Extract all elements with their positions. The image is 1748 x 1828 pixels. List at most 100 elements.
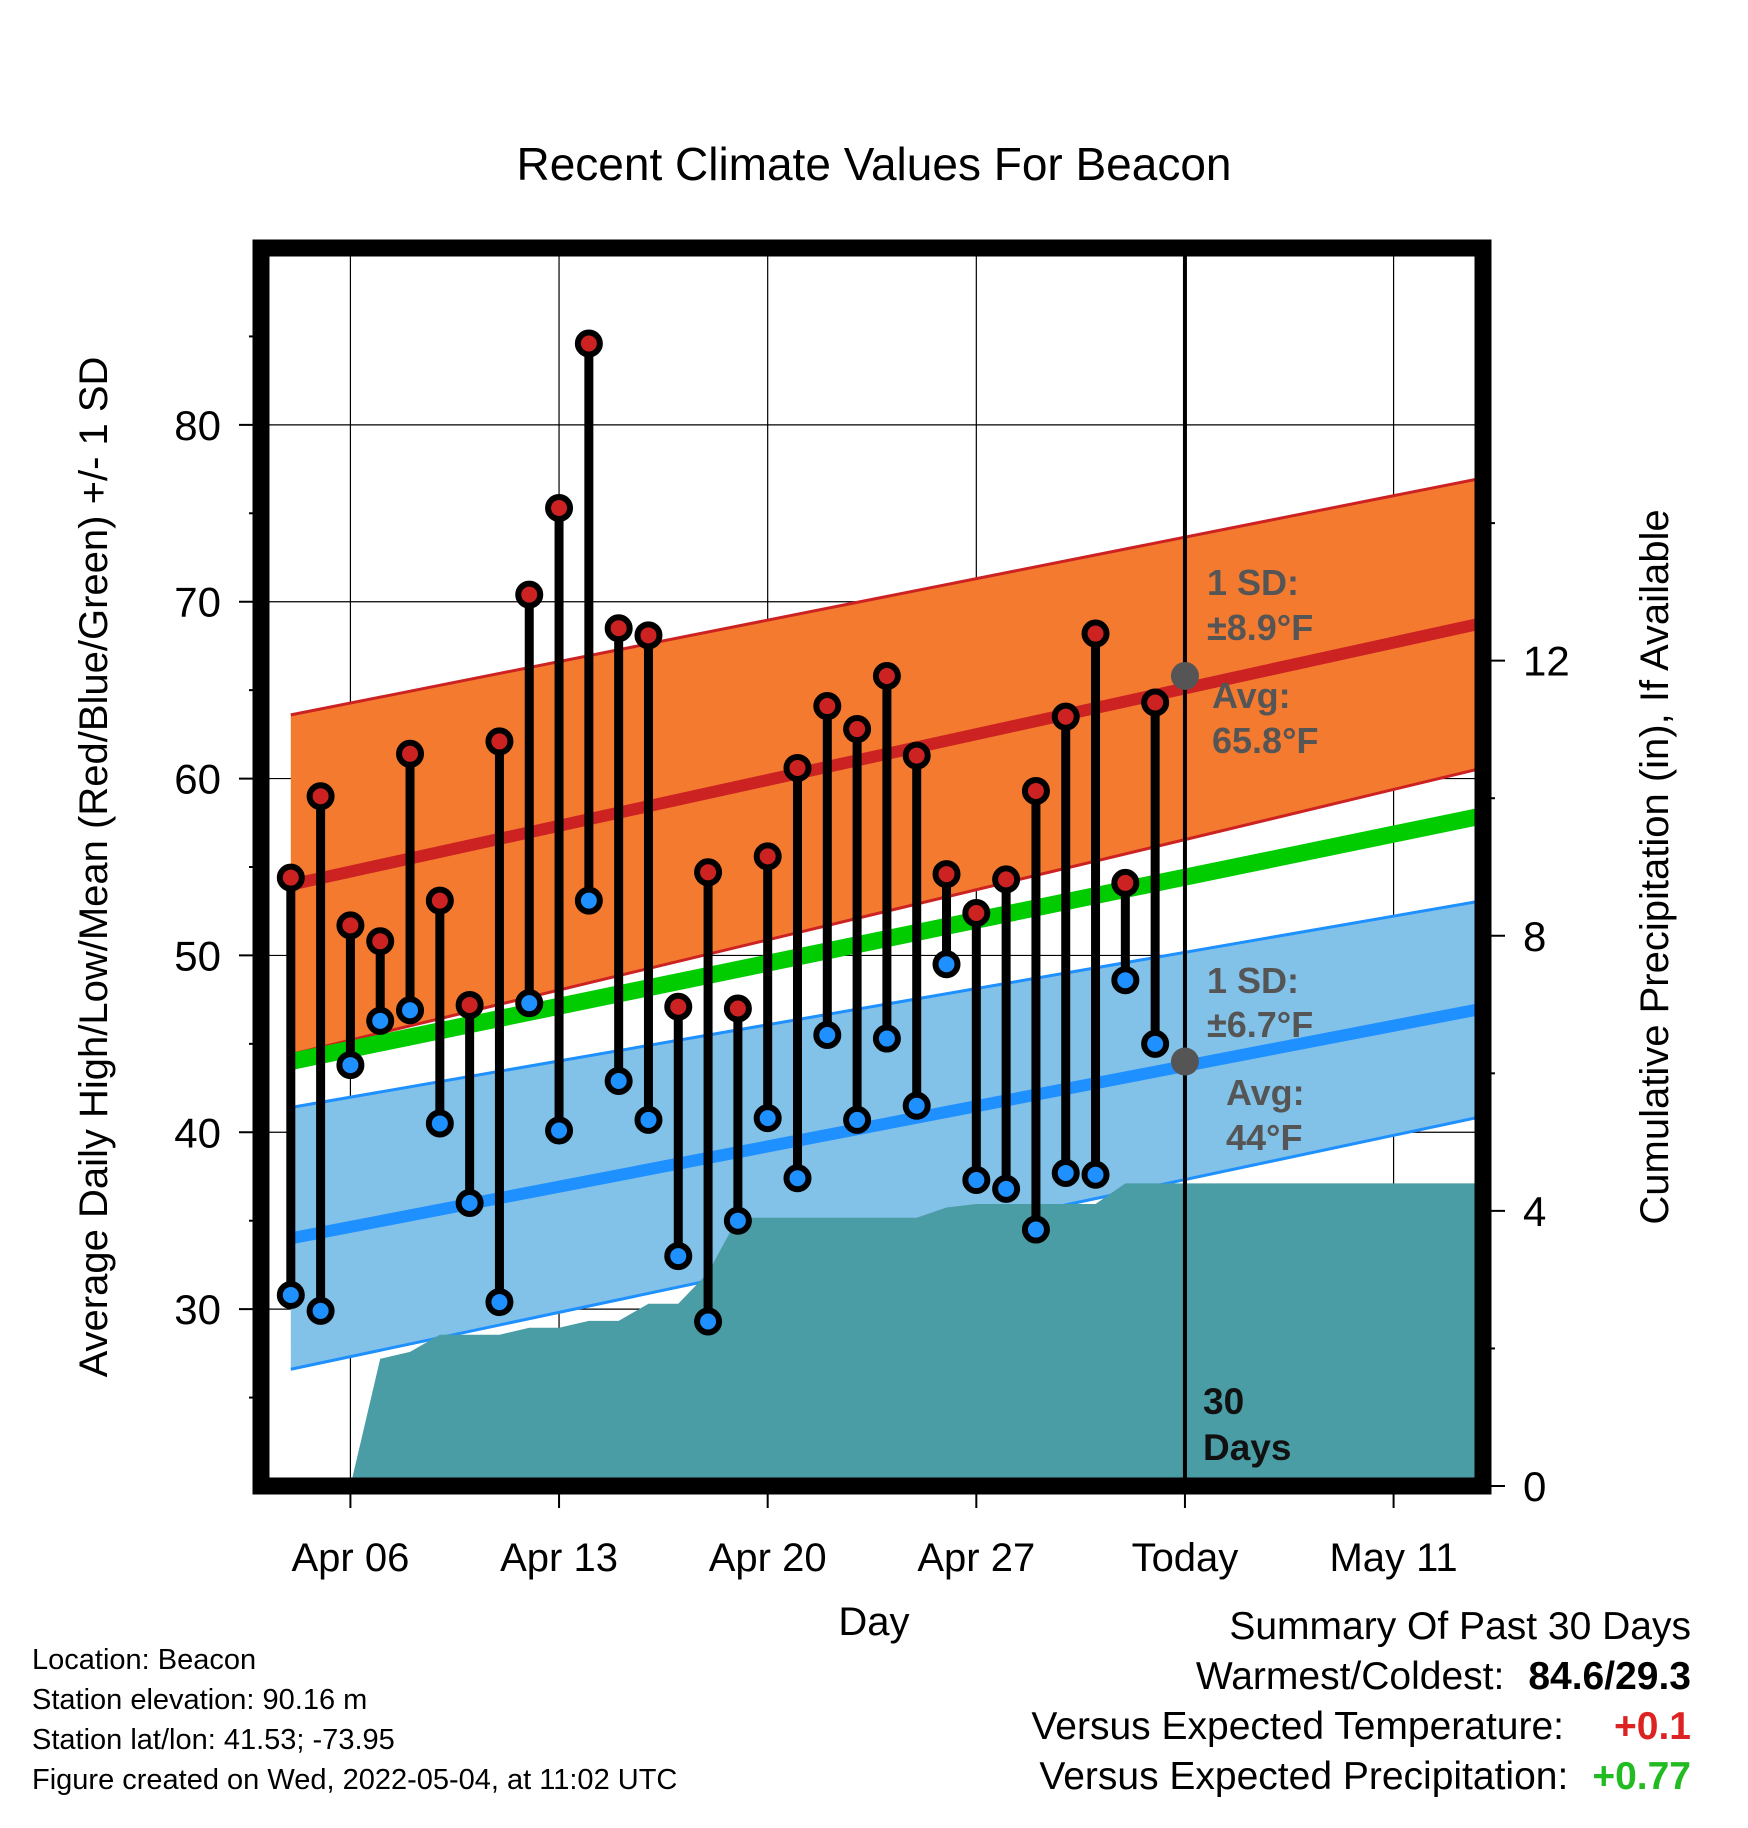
low-point [574, 886, 603, 915]
y2-tick-label: 0 [1523, 1463, 1546, 1510]
low-point [455, 1189, 484, 1218]
warm-cold-value: 84.6/29.3 [1528, 1655, 1691, 1698]
low-point [425, 1109, 454, 1138]
precip-versus-value: +0.77 [1592, 1755, 1691, 1798]
high-point [366, 927, 395, 956]
y2-tick-label: 4 [1523, 1188, 1546, 1235]
high-sd-label: 1 SD: [1207, 562, 1299, 603]
high-point [276, 863, 305, 892]
x-tick-label: Apr 27 [917, 1536, 1035, 1580]
y2-tick-label: 12 [1523, 638, 1570, 685]
x-axis-label: Day [838, 1600, 909, 1644]
low-point [634, 1105, 663, 1134]
y2-axis-label: Cumulative Precipitation (in), If Availa… [1633, 509, 1677, 1224]
high-point [783, 753, 812, 782]
high-point [425, 886, 454, 915]
high-point [634, 621, 663, 650]
low-point [694, 1307, 723, 1336]
low-point [813, 1021, 842, 1050]
y-tick-label: 70 [174, 579, 221, 626]
meta-elevation: Station elevation: 90.16 m [32, 1684, 368, 1716]
high-point [992, 865, 1021, 894]
chart-title: Recent Climate Values For Beacon [516, 138, 1231, 190]
high-avg-label: Avg: [1212, 675, 1291, 716]
low-point [545, 1116, 574, 1145]
high-point [664, 992, 693, 1021]
low-sd-value: ±6.7°F [1207, 1004, 1313, 1045]
low-avg-value: 44°F [1226, 1117, 1302, 1158]
high-point [574, 329, 603, 358]
y-tick-label: 40 [174, 1109, 221, 1156]
low-sd-label: 1 SD: [1207, 960, 1299, 1001]
high-point [723, 994, 752, 1023]
y-axis-label: Average Daily High/Low/Mean (Red/Blue/Gr… [72, 357, 116, 1378]
low-point [872, 1024, 901, 1053]
high-point [962, 898, 991, 927]
x-tick-label: Apr 20 [709, 1536, 827, 1580]
y-tick-label: 80 [174, 402, 221, 449]
high-avg-value: 65.8°F [1212, 720, 1318, 761]
days-count: 30 [1203, 1381, 1244, 1422]
temp-versus-value: +0.1 [1614, 1705, 1691, 1748]
low-point [1081, 1160, 1110, 1189]
high-point [336, 911, 365, 940]
high-point [932, 860, 961, 889]
low-point [396, 996, 425, 1025]
low-avg-marker [1170, 1047, 1199, 1076]
low-point [753, 1104, 782, 1133]
low-point [932, 950, 961, 979]
precipitation-area [320, 1183, 1483, 1486]
low-avg-label: Avg: [1226, 1072, 1305, 1113]
high-point [1021, 776, 1050, 805]
high-point [306, 782, 335, 811]
high-point [545, 493, 574, 522]
y-tick-label: 30 [174, 1286, 221, 1333]
high-sd-value: ±8.9°F [1207, 607, 1313, 648]
high-point [1141, 688, 1170, 717]
low-point [664, 1242, 693, 1271]
normal-high-upper-edge [290, 476, 1483, 717]
low-point [962, 1166, 991, 1195]
y-tick-label: 50 [174, 932, 221, 979]
low-point [306, 1296, 335, 1325]
meta-created: Figure created on Wed, 2022-05-04, at 11… [32, 1764, 678, 1796]
x-tick-label: Today [1132, 1536, 1239, 1580]
high-point [485, 727, 514, 756]
plot-area [261, 248, 1483, 1486]
low-point [1051, 1158, 1080, 1187]
low-point [604, 1066, 633, 1095]
x-tick-label: Apr 13 [500, 1536, 618, 1580]
y-tick-label: 60 [174, 756, 221, 803]
low-point [366, 1006, 395, 1035]
meta-location: Location: Beacon [32, 1644, 257, 1676]
low-point [515, 989, 544, 1018]
precip-versus-label: Versus Expected Precipitation: [1039, 1755, 1569, 1798]
x-tick-label: May 11 [1329, 1536, 1457, 1580]
y2-tick-label: 8 [1523, 913, 1546, 960]
meta-latlon: Station lat/lon: 41.53; -73.95 [32, 1724, 395, 1756]
high-point [843, 715, 872, 744]
high-point [694, 858, 723, 887]
high-avg-marker [1170, 661, 1199, 690]
high-point [1051, 702, 1080, 731]
high-point [753, 842, 782, 871]
low-point [723, 1206, 752, 1235]
normal-low-line [289, 1002, 1483, 1245]
low-point [783, 1164, 812, 1193]
low-point [1111, 966, 1140, 995]
high-point [813, 692, 842, 721]
summary-title: Summary Of Past 30 Days [1229, 1605, 1691, 1648]
high-point [872, 661, 901, 690]
low-point [1021, 1215, 1050, 1244]
low-point [485, 1288, 514, 1317]
warm-cold-label: Warmest/Coldest: [1195, 1655, 1505, 1698]
high-point [396, 739, 425, 768]
days-label: Days [1203, 1427, 1291, 1468]
high-point [455, 990, 484, 1019]
low-point [276, 1280, 305, 1309]
low-point [992, 1174, 1021, 1203]
high-point [902, 741, 931, 770]
low-point [336, 1051, 365, 1080]
low-point [902, 1091, 931, 1120]
